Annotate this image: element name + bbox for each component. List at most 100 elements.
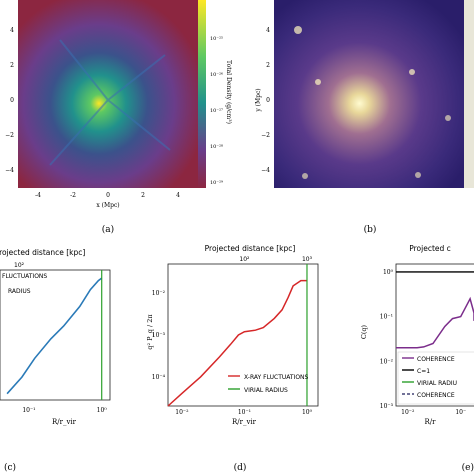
- ytick-label: 0: [266, 97, 270, 104]
- ytick-label: 10⁰: [383, 269, 394, 276]
- panel-a-yticks: 4 2 0 −2 −4: [5, 27, 14, 174]
- panel-c-plot: [6, 270, 103, 400]
- xtick-label: 4: [176, 192, 180, 199]
- subhalo: [294, 26, 302, 34]
- xtick-label: 10⁰: [302, 409, 313, 416]
- xtick-label: 10⁻¹: [22, 407, 35, 414]
- panel-a-colorbar: [198, 0, 206, 188]
- series-line-coherence: [396, 296, 474, 349]
- panel-a-colorbar-ticks: 10⁻²⁵ 10⁻²⁶ 10⁻²⁷ 10⁻²⁸ 10⁻²⁹: [210, 36, 223, 186]
- xtick-label: 0: [106, 192, 110, 199]
- panel-b-ylabel: y (Mpc): [255, 88, 262, 112]
- panel-e-legend-virial: VIRIAL RADIU: [417, 380, 457, 387]
- panel-b-subhalos: [294, 26, 451, 179]
- panel-e-legend-c1: C=1: [417, 368, 430, 375]
- panel-b-density-map: [274, 0, 464, 188]
- panel-d-xlabel: R/r_vir: [232, 418, 257, 426]
- ytick-label: 10⁻²: [152, 290, 166, 297]
- ytick-label: 10⁻¹: [380, 314, 393, 321]
- panel-d-top-ticks: 10² 10³: [239, 256, 312, 263]
- panel-d-legend-xray: X-RAY FLUCTUATIONS: [244, 374, 309, 381]
- panel-a-filaments: [49, 39, 171, 166]
- panel-e-legend-coherence-dashed: COHERENCE: [417, 392, 455, 399]
- ytick-label: 4: [266, 27, 270, 34]
- xtick-label: 10⁻²: [175, 409, 189, 416]
- subhalo: [409, 69, 415, 75]
- panel-e-caption: (e): [462, 462, 474, 473]
- subhalo: [302, 173, 308, 179]
- colorbar-tick-label: 10⁻²⁸: [210, 144, 223, 150]
- panel-a-xlabel: x (Mpc): [96, 202, 119, 209]
- panel-d-legend-virial: VIRIAL RADIUS: [244, 387, 288, 394]
- panel-a-density-map: [18, 0, 198, 188]
- panel-b-yticks: 4 2 0 −2 −4: [261, 27, 270, 174]
- series-line-fluctuations: [6, 277, 103, 395]
- xtick-label: 10⁰: [97, 407, 108, 414]
- colorbar-tick-label: 10⁻²⁵: [210, 36, 223, 42]
- panel-d-ylabel: q² P_q / 2π: [146, 314, 154, 350]
- panel-d-top-label: Projected distance [kpc]: [205, 244, 296, 253]
- panel-c-xticks: 10⁻¹ 10⁰: [22, 407, 107, 414]
- panel-c-top-label: Projected distance [kpc]: [0, 248, 85, 257]
- top-tick-label: 10³: [302, 256, 313, 263]
- panel-c-axes: [0, 269, 111, 401]
- colorbar-tick-label: 10⁻²⁶: [210, 72, 223, 78]
- ytick-label: 10⁻⁴: [152, 374, 166, 381]
- panel-b-colorbar: [464, 0, 474, 188]
- panel-e-legend-coherence: COHERENCE: [417, 356, 455, 363]
- colorbar-tick-label: 10⁻²⁷: [210, 108, 223, 114]
- ytick-label: 10⁻²: [380, 358, 394, 365]
- panel-a-xticks: -4 -2 0 2 4: [35, 192, 180, 199]
- panel-a-colorbar-label: Total Density (g/cm³): [225, 60, 232, 124]
- panel-e-top-label: Projected c: [409, 244, 451, 253]
- panel-d-plot: [167, 264, 308, 407]
- panel-b-caption: (b): [364, 224, 377, 235]
- panel-e-legend: COHERENCE C=1 VIRIAL RADIU COHERENCE: [397, 351, 474, 405]
- ytick-label: 10⁻³: [380, 403, 394, 410]
- panel-c: Projected distance [kpc] 10² FLUCTUATION…: [0, 248, 111, 473]
- panel-a-caption: (a): [102, 224, 114, 235]
- panel-e-axes: [395, 263, 474, 407]
- panel-e-plot: [396, 271, 474, 349]
- panel-e-ylabel: C(q): [360, 324, 368, 339]
- panel-c-top-tick: 10²: [14, 262, 25, 269]
- panel-c-caption: (c): [4, 462, 16, 473]
- xtick-label: -4: [35, 192, 41, 199]
- ytick-label: −4: [261, 167, 270, 174]
- colorbar-tick-label: 10⁻²⁹: [210, 180, 223, 186]
- subhalo: [445, 115, 451, 121]
- panel-c-xlabel: R/r_vir: [52, 418, 77, 426]
- panel-c-legend-fluctuations: FLUCTUATIONS: [2, 273, 47, 280]
- panel-d-yticks: 10⁻² 10⁻³ 10⁻⁴: [152, 290, 166, 381]
- ytick-label: 4: [10, 27, 14, 34]
- panel-d-axes: [167, 263, 319, 407]
- top-tick-label: 10²: [239, 256, 250, 263]
- xtick-label: 2: [141, 192, 145, 199]
- subhalo: [315, 79, 321, 85]
- xtick-label: 10⁻²: [401, 409, 415, 416]
- xtick-label: 10⁻¹: [238, 409, 251, 416]
- series-line-xray-fluctuations: [167, 279, 307, 407]
- ytick-label: −2: [261, 132, 270, 139]
- panel-c-legend-radius: RADIUS: [8, 288, 31, 295]
- panel-b: y (Mpc) 4 2 0 −2 −4 (b): [255, 0, 474, 235]
- panel-e-yticks: 10⁰ 10⁻¹ 10⁻² 10⁻³: [380, 269, 394, 410]
- panel-e-xlabel: R/r: [425, 418, 437, 426]
- ytick-label: 2: [10, 62, 14, 69]
- panel-a: 4 2 0 −2 −4 10⁻²⁵ 10⁻²⁶ 10⁻²⁷ 10⁻²⁸ 10⁻²⁹ Total …: [5, 0, 232, 235]
- xtick-label: 10⁻: [455, 409, 466, 416]
- ytick-label: 10⁻³: [152, 332, 166, 339]
- ytick-label: 0: [10, 97, 14, 104]
- xtick-label: -2: [70, 192, 76, 199]
- panel-e-xticks: 10⁻² 10⁻: [401, 409, 466, 416]
- subhalo: [415, 172, 421, 178]
- ytick-label: 2: [266, 62, 270, 69]
- panel-d-caption: (d): [234, 462, 247, 473]
- ytick-label: −4: [5, 167, 14, 174]
- panel-d-legend: X-RAY FLUCTUATIONS VIRIAL RADIUS: [228, 374, 309, 394]
- panel-d: Projected distance [kpc] 10² 10³ q² P_q /…: [146, 244, 319, 473]
- panel-d-xticks: 10⁻² 10⁻¹ 10⁰: [175, 409, 312, 416]
- panel-e-legend-box: [397, 351, 474, 405]
